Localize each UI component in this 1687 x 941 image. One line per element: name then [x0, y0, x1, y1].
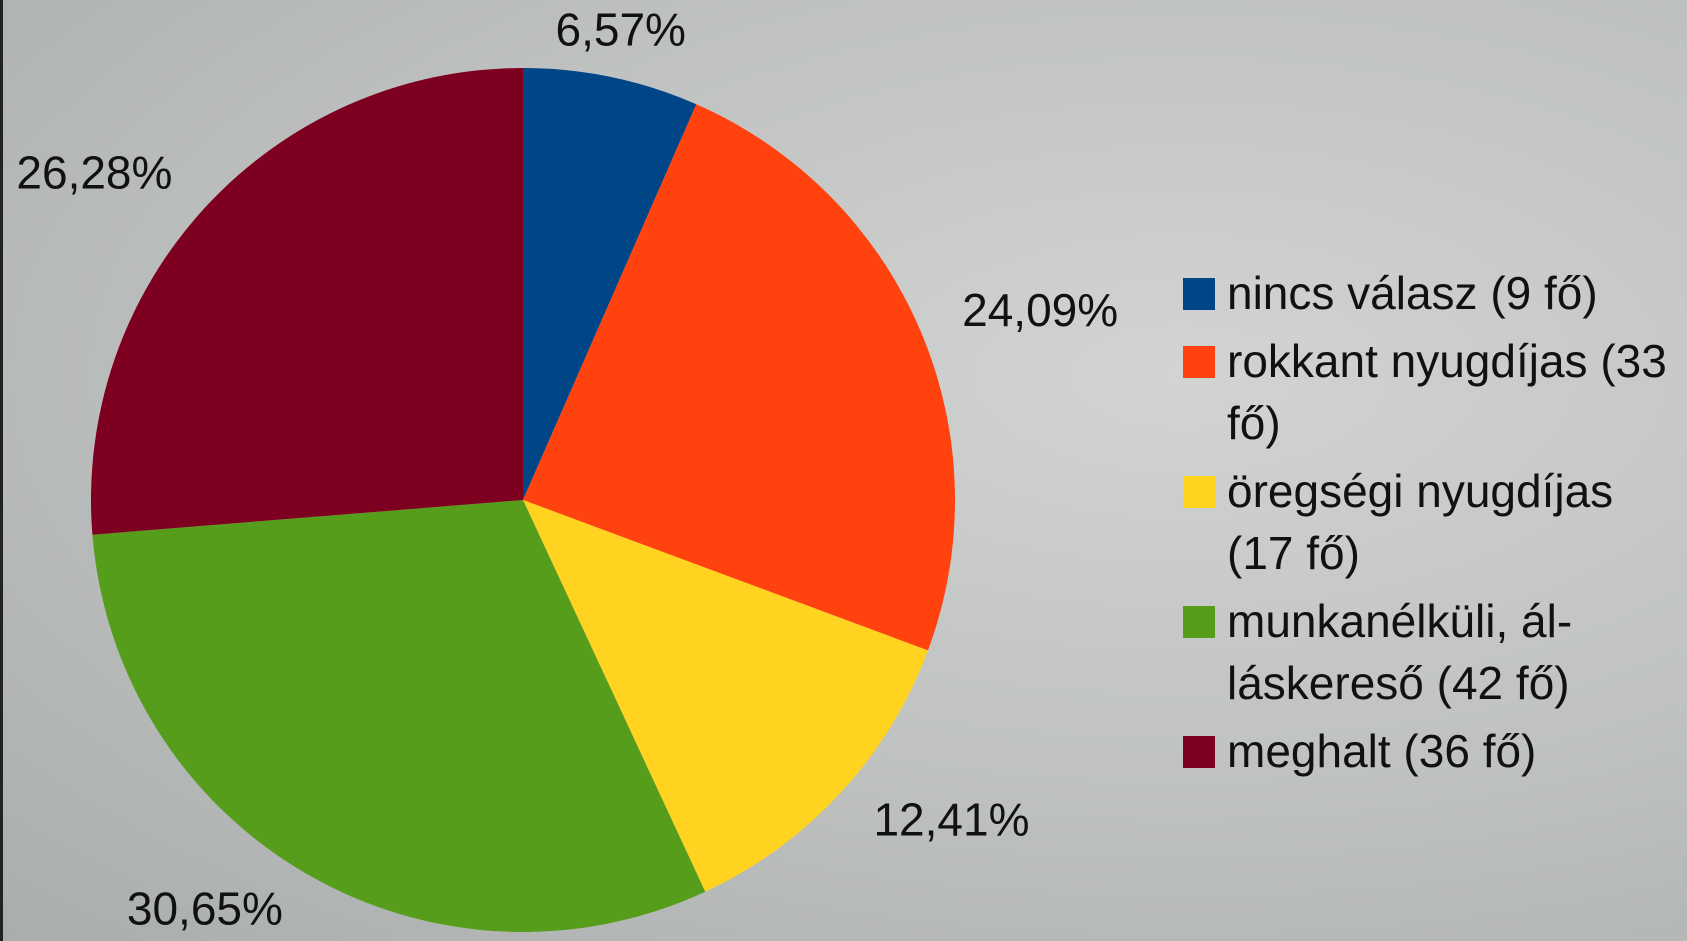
value-label: 26,28% — [16, 147, 172, 199]
value-label: 12,41% — [873, 794, 1029, 846]
legend-swatch — [1183, 736, 1215, 768]
legend-label: meghalt (36 fő) — [1227, 725, 1537, 777]
legend-item: munkanélküli, ál­láskereső (42 fő) — [1183, 590, 1683, 714]
pie-slice — [523, 104, 955, 651]
legend-swatch — [1183, 346, 1215, 378]
legend-label: öregségi nyugdíjas (17 fő) — [1227, 465, 1614, 579]
pie-slice — [523, 68, 697, 500]
legend-item: nincs válasz (9 fő) — [1183, 262, 1683, 324]
legend: nincs válasz (9 fő) rokkant nyugdíjas (33… — [1183, 262, 1683, 788]
legend-swatch — [1183, 476, 1215, 508]
value-label: 6,57% — [556, 3, 686, 55]
legend-item: öregségi nyugdíjas (17 fő) — [1183, 460, 1683, 584]
legend-label: nincs válasz (9 fő) — [1227, 267, 1598, 319]
legend-item: rokkant nyugdíjas (33 fő) — [1183, 330, 1683, 454]
pie-slice — [90, 68, 523, 535]
value-label: 24,09% — [962, 284, 1118, 336]
legend-label: munkanélküli, ál­láskereső (42 fő) — [1227, 595, 1573, 709]
legend-swatch — [1183, 278, 1215, 310]
value-label: 30,65% — [127, 882, 283, 934]
legend-item: meghalt (36 fő) — [1183, 720, 1683, 782]
pie-slice — [92, 500, 706, 932]
legend-swatch — [1183, 606, 1215, 638]
pie-slice — [523, 500, 928, 892]
legend-label: rokkant nyugdíjas (33 fő) — [1227, 335, 1667, 449]
